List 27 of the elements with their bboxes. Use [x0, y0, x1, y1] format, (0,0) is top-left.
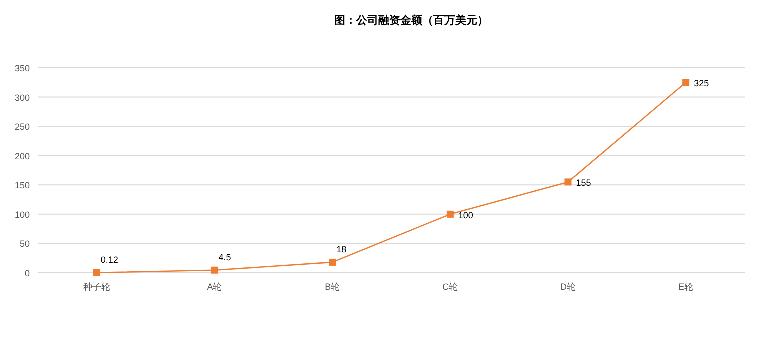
y-tick-label: 200: [14, 151, 30, 162]
point: [564, 178, 572, 186]
data-label: 0.12: [100, 254, 118, 265]
y-tick-label: 50: [20, 239, 30, 250]
point: [93, 269, 100, 276]
data-label: 155: [576, 178, 592, 188]
point: [682, 79, 690, 86]
point: [211, 266, 218, 274]
data-label: 18: [336, 244, 347, 254]
data-label: 100: [458, 210, 474, 220]
y-tick-label: 300: [14, 92, 30, 103]
x-tick-label: A轮: [207, 282, 222, 292]
y-tick-label: 350: [14, 64, 30, 74]
data-label: 4.5: [218, 252, 232, 262]
y-tick-label: 100: [14, 210, 30, 220]
x-tick-label: C轮: [442, 282, 458, 292]
point: [446, 210, 454, 218]
x-tick-label: 种子轮: [83, 282, 110, 292]
y-tick-label: 150: [14, 180, 30, 191]
point: [329, 258, 336, 266]
x-tick-label: E轮: [678, 282, 694, 292]
chart-title: 图：公司融资金额（百万美元）: [334, 14, 488, 27]
y-tick-label: 0: [24, 268, 30, 278]
data-label: 325: [694, 78, 710, 89]
x-tick-label: D轮: [560, 282, 576, 292]
x-tick-label: B轮: [325, 282, 340, 292]
y-tick-label: 250: [14, 122, 30, 132]
